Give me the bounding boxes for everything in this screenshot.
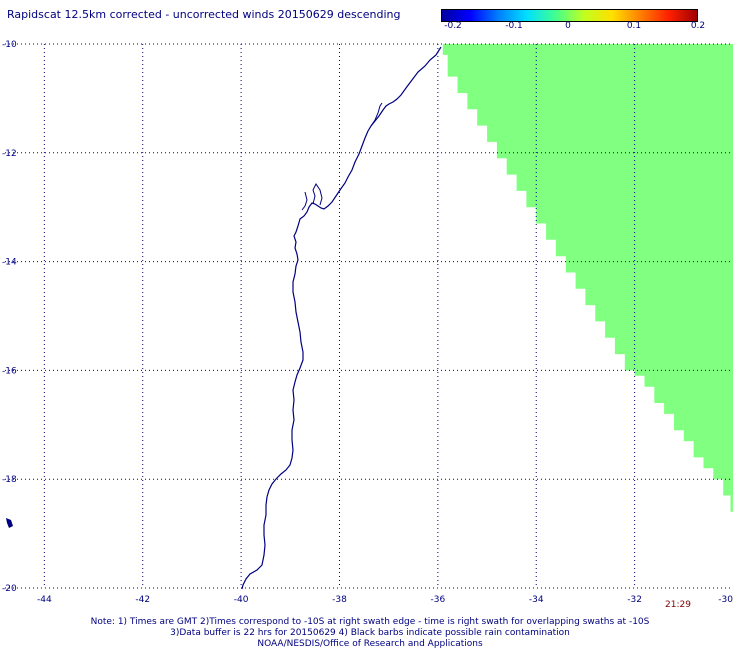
coastline	[241, 46, 442, 590]
colorbar-label: -0.1	[505, 21, 523, 31]
timestamp: 21:29	[665, 600, 691, 610]
map-title: Rapidscat 12.5km corrected - uncorrected…	[7, 8, 401, 21]
lat-tick-label: -12	[2, 149, 17, 159]
lon-tick-label: -34	[529, 595, 544, 605]
swath-area	[442, 44, 733, 512]
colorbar-label: -0.2	[444, 21, 462, 31]
colorbar-label: 0.1	[626, 21, 642, 31]
note-line: 3)Data buffer is 22 hrs for 20150629 4) …	[170, 628, 570, 638]
colorbar-label: 0.2	[690, 21, 706, 31]
lon-tick-label: -40	[234, 595, 249, 605]
lon-tick-label: -32	[627, 595, 642, 605]
lat-tick-label: -10	[2, 40, 17, 50]
lon-tick-label: -38	[332, 595, 347, 605]
coastline-inlet	[312, 183, 323, 206]
island	[6, 518, 13, 528]
colorbar-label: 0	[565, 21, 571, 31]
swath-polygon	[442, 44, 733, 512]
coastline-inlet	[370, 102, 383, 127]
axis-ticks: -44 -42 -40 -38 -36 -34 -32 -30 -10 -12 -14 -16 -18 -…	[2, 40, 733, 605]
lat-tick-label: -20	[2, 584, 17, 594]
lon-tick-label: -36	[431, 595, 446, 605]
lon-tick-label: -30	[718, 595, 733, 605]
grid-lines	[5, 43, 733, 589]
lon-tick-label: -44	[37, 595, 52, 605]
colorbar	[441, 9, 698, 22]
lat-tick-label: -18	[2, 475, 17, 485]
note-line: Note: 1) Times are GMT 2)Times correspon…	[90, 617, 650, 627]
lon-tick-label: -42	[135, 595, 150, 605]
lat-tick-label: -16	[2, 366, 17, 376]
lat-tick-label: -14	[2, 258, 17, 268]
note-line: NOAA/NESDIS/Office of Research and Appli…	[257, 639, 483, 649]
coastline-inlet	[301, 191, 308, 211]
